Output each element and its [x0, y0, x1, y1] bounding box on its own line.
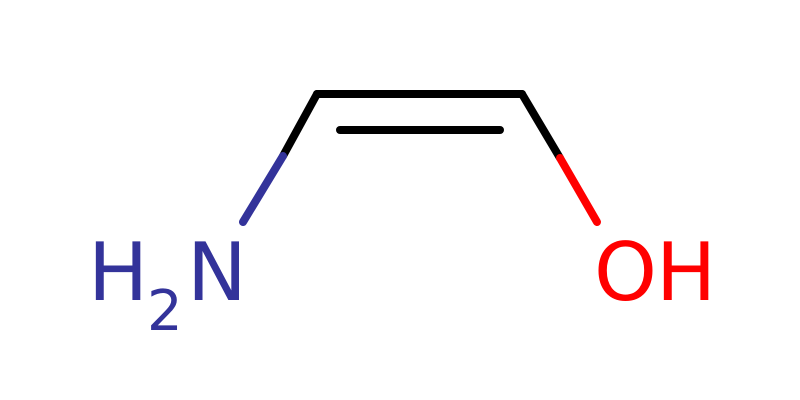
amine-group-label: H 2 N — [88, 226, 247, 344]
c-n-bond-carbon-half — [279, 90, 321, 160]
c-o-bond-oxygen-half — [556, 154, 601, 226]
hydroxyl-hydrogen: H — [656, 226, 716, 319]
hydroxyl-group-label: O H — [594, 226, 716, 319]
amine-nitrogen: N — [187, 226, 247, 319]
amine-hydrogen: H — [88, 226, 148, 319]
hydroxyl-oxygen: O — [594, 226, 657, 319]
c-o-bond-carbon-half — [518, 90, 564, 162]
amine-hydrogen-count: 2 — [147, 279, 183, 344]
c-n-bond-nitrogen-half — [239, 152, 287, 226]
